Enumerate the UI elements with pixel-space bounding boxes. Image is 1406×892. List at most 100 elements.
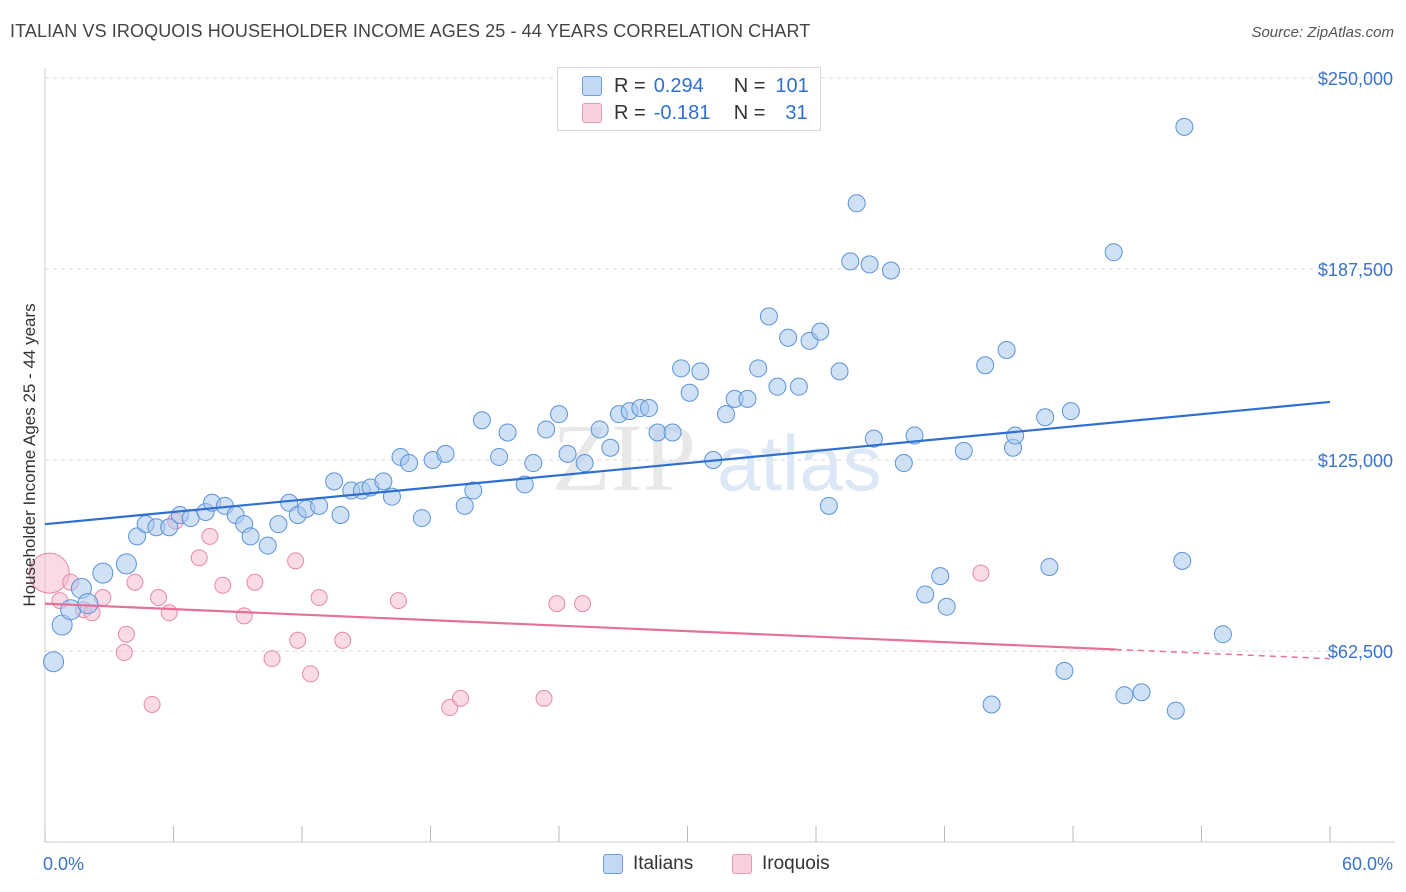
italians-point <box>331 506 350 525</box>
italians-point <box>325 472 344 491</box>
italians-point <box>905 426 924 445</box>
iroquois-point <box>535 689 553 707</box>
italians-point <box>1055 661 1074 680</box>
italians-point <box>412 509 431 528</box>
italians-point <box>1115 686 1134 705</box>
italians-points <box>43 117 1232 720</box>
italians-point <box>976 356 995 375</box>
italians-point <box>128 527 147 546</box>
italians-point <box>997 340 1016 359</box>
italians-point <box>269 515 288 534</box>
italians-point <box>537 420 556 439</box>
iroquois-point <box>235 607 253 625</box>
italians-point <box>258 536 277 555</box>
iroquois-point <box>389 592 407 610</box>
legend-n-value: 31 <box>785 101 808 124</box>
italians-point <box>464 481 483 500</box>
italians-point <box>524 454 543 473</box>
grid-lines <box>45 77 1395 652</box>
iroquois-point <box>246 573 264 591</box>
italians-point <box>374 472 393 491</box>
italians-point <box>841 252 860 271</box>
italians-point <box>691 362 710 381</box>
italians-point <box>436 444 455 463</box>
italians-point <box>1040 557 1059 576</box>
italians-point <box>982 695 1001 714</box>
italians-point <box>639 399 658 418</box>
legend-r-label: R = <box>614 101 646 124</box>
italians-point <box>160 518 179 537</box>
iroquois-point <box>334 631 352 649</box>
iroquois-point <box>115 644 133 662</box>
italians-point <box>1173 551 1192 570</box>
italians-point <box>916 585 935 604</box>
italians-point <box>672 359 691 378</box>
legend-item-iroquois: Iroquois <box>732 852 830 876</box>
y-tick-label: $250,000 <box>1318 69 1393 89</box>
legend-n-value: 101 <box>775 74 809 97</box>
italians-point <box>601 438 620 457</box>
italians-point <box>954 441 973 460</box>
italians-point <box>1213 625 1232 644</box>
italians-point <box>819 496 838 515</box>
legend-r-value: 0.294 <box>653 74 704 97</box>
italians-point <box>847 194 866 213</box>
italians-point <box>455 496 474 515</box>
italians-point <box>811 322 830 341</box>
iroquois-point <box>287 552 305 570</box>
italians-point <box>1166 701 1185 720</box>
iroquois-point <box>263 650 281 668</box>
legend-row-iroquois: R = -0.181 N = 31 <box>582 101 808 125</box>
legend-item-italians: Italians <box>603 852 693 876</box>
italians-point <box>77 593 99 615</box>
x-tick-label: 60.0% <box>1342 854 1393 874</box>
italians-point <box>931 567 950 586</box>
iroquois-point <box>201 527 219 545</box>
italians-point <box>860 255 879 274</box>
italians-point <box>663 423 682 442</box>
iroquois-point <box>126 573 144 591</box>
italians-point <box>830 362 849 381</box>
iroquois-trend-line <box>44 602 1116 651</box>
legend-row-italians: R = 0.294 N = 101 <box>582 74 809 98</box>
tick-labels: $62,500 $125,000 $187,500 $250,000 0.0% 60.0% <box>43 69 1393 874</box>
y-tick-label: $187,500 <box>1318 260 1393 280</box>
iroquois-points <box>28 512 990 717</box>
italians-point <box>937 597 956 616</box>
italians-point <box>1132 683 1151 702</box>
italians-point <box>310 496 329 515</box>
legend-r-label: R = <box>614 74 646 97</box>
source-label: Source: ZipAtlas.com <box>1251 24 1394 41</box>
italians-point <box>680 383 699 402</box>
iroquois-legend-label: Iroquois <box>762 853 830 874</box>
correlation-legend: R = 0.294 N = 101 R = -0.181 N = 31 <box>557 67 821 131</box>
trend-lines <box>44 400 1331 660</box>
iroquois-point <box>143 695 161 713</box>
italians-point <box>92 562 114 584</box>
iroquois-point <box>451 689 469 707</box>
italians-legend-swatch <box>603 854 623 874</box>
italians-point <box>894 454 913 473</box>
italians-point <box>400 454 419 473</box>
italians-point <box>749 359 768 378</box>
legend-n-label: N = <box>733 101 766 124</box>
italians-point <box>1175 117 1194 136</box>
iroquois-point <box>289 631 307 649</box>
italians-point <box>1006 426 1025 445</box>
watermark: ZIP atlas <box>552 404 882 511</box>
italians-point <box>43 651 65 673</box>
iroquois-point <box>972 564 990 582</box>
italians-swatch <box>582 76 602 96</box>
iroquois-point <box>574 595 592 613</box>
legend-n-label: N = <box>733 74 766 97</box>
iroquois-point <box>160 604 178 622</box>
italians-point <box>1036 408 1055 427</box>
italians-point <box>768 377 787 396</box>
watermark-atlas: atlas <box>717 419 882 507</box>
italians-point <box>241 527 260 546</box>
iroquois-point <box>150 589 168 607</box>
italians-point <box>550 405 568 424</box>
iroquois-point <box>310 589 328 607</box>
iroquois-point <box>28 552 70 594</box>
y-axis-label: Householder Income Ages 25 - 44 years <box>20 303 39 607</box>
